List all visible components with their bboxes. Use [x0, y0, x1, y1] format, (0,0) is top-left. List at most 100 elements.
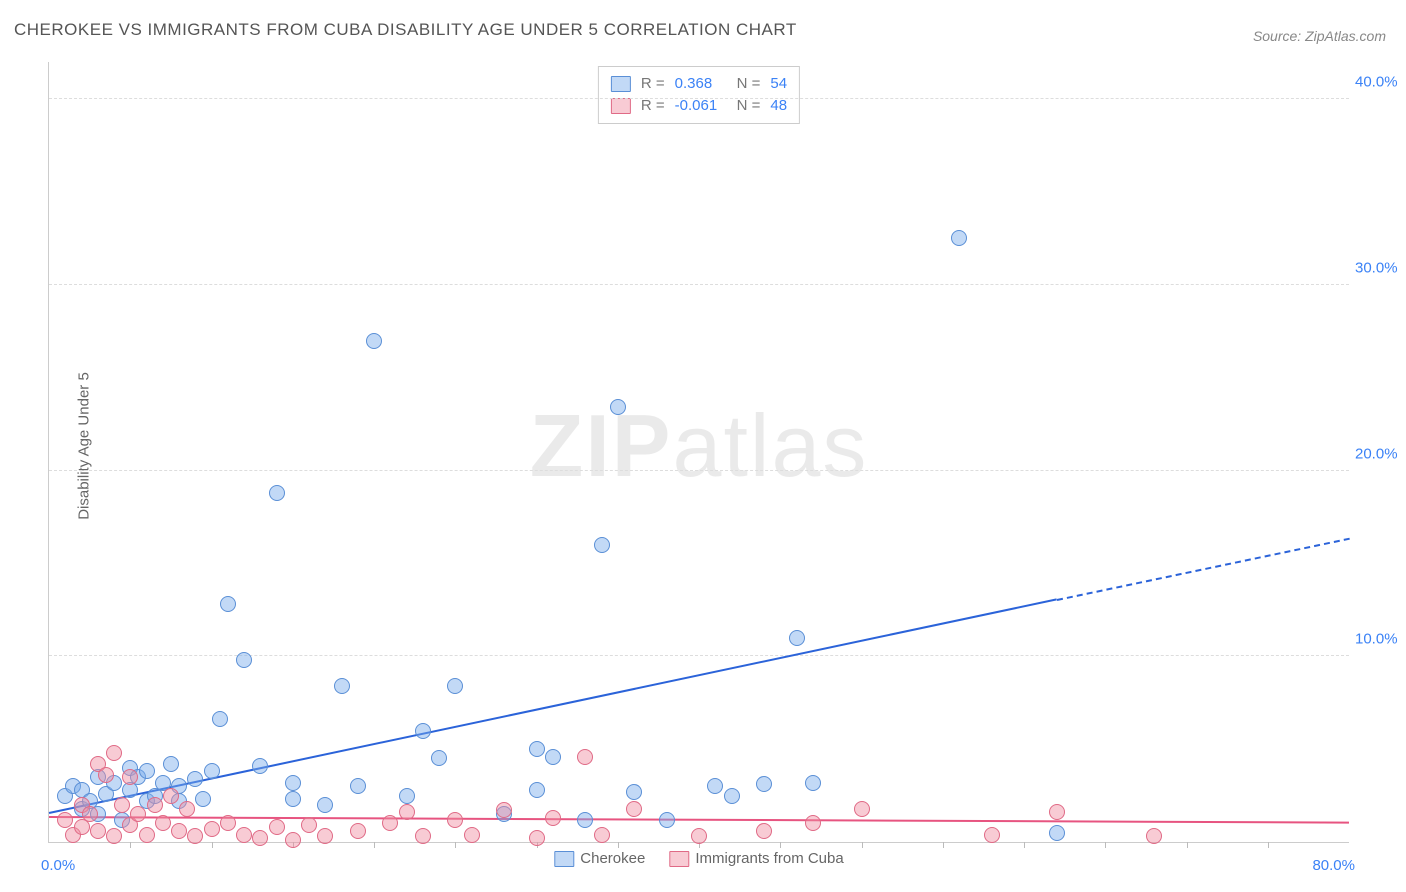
data-point: [220, 596, 236, 612]
x-axis-max-label: 80.0%: [1312, 857, 1355, 874]
data-point: [496, 802, 512, 818]
data-point: [139, 827, 155, 843]
legend-swatch: [611, 76, 631, 92]
data-point: [529, 741, 545, 757]
legend-n-label: N =: [737, 73, 761, 95]
watermark-rest: atlas: [673, 396, 869, 495]
data-point: [805, 815, 821, 831]
data-point: [114, 797, 130, 813]
data-point: [236, 652, 252, 668]
x-axis-min-label: 0.0%: [41, 857, 75, 874]
legend-swatch: [669, 851, 689, 867]
data-point: [610, 399, 626, 415]
data-point: [163, 756, 179, 772]
x-tick: [618, 842, 619, 848]
data-point: [626, 801, 642, 817]
data-point: [951, 230, 967, 246]
data-point: [130, 806, 146, 822]
data-point: [171, 823, 187, 839]
data-point: [366, 333, 382, 349]
x-tick: [780, 842, 781, 848]
y-tick-label: 10.0%: [1355, 631, 1399, 648]
data-point: [204, 763, 220, 779]
data-point: [431, 750, 447, 766]
x-tick: [374, 842, 375, 848]
data-point: [269, 485, 285, 501]
data-point: [285, 775, 301, 791]
series-legend: Cherokee Immigrants from Cuba: [554, 850, 843, 867]
data-point: [179, 801, 195, 817]
x-tick: [1105, 842, 1106, 848]
x-tick: [862, 842, 863, 848]
data-point: [415, 828, 431, 844]
data-point: [236, 827, 252, 843]
correlation-legend: R =0.368N =54R =-0.061N =48: [598, 66, 800, 124]
data-point: [659, 812, 675, 828]
data-point: [163, 788, 179, 804]
x-tick: [212, 842, 213, 848]
data-point: [285, 832, 301, 848]
data-point: [464, 827, 480, 843]
data-point: [220, 815, 236, 831]
scatter-plot: ZIPatlas R =0.368N =54R =-0.061N =48 Che…: [48, 62, 1349, 843]
legend-label: Immigrants from Cuba: [695, 850, 843, 867]
data-point: [1146, 828, 1162, 844]
data-point: [529, 782, 545, 798]
data-point: [577, 812, 593, 828]
data-point: [90, 823, 106, 839]
data-point: [317, 797, 333, 813]
data-point: [594, 537, 610, 553]
data-point: [57, 812, 73, 828]
data-point: [382, 815, 398, 831]
grid-line: [49, 470, 1349, 471]
y-tick-label: 30.0%: [1355, 259, 1399, 276]
data-point: [350, 778, 366, 794]
source-attribution: Source: ZipAtlas.com: [1253, 28, 1386, 44]
data-point: [1049, 804, 1065, 820]
x-tick: [943, 842, 944, 848]
data-point: [106, 828, 122, 844]
data-point: [212, 711, 228, 727]
x-tick: [130, 842, 131, 848]
legend-r-value: 0.368: [675, 73, 727, 95]
data-point: [195, 791, 211, 807]
data-point: [626, 784, 642, 800]
x-tick: [455, 842, 456, 848]
data-point: [155, 815, 171, 831]
data-point: [577, 749, 593, 765]
data-point: [854, 801, 870, 817]
data-point: [269, 819, 285, 835]
data-point: [756, 776, 772, 792]
data-point: [984, 827, 1000, 843]
data-point: [545, 810, 561, 826]
data-point: [187, 828, 203, 844]
data-point: [707, 778, 723, 794]
data-point: [285, 791, 301, 807]
data-point: [350, 823, 366, 839]
data-point: [447, 678, 463, 694]
data-point: [691, 828, 707, 844]
y-tick-label: 20.0%: [1355, 445, 1399, 462]
data-point: [252, 758, 268, 774]
data-point: [301, 817, 317, 833]
legend-label: Cherokee: [580, 850, 645, 867]
legend-swatch: [554, 851, 574, 867]
data-point: [529, 830, 545, 846]
data-point: [187, 771, 203, 787]
data-point: [399, 788, 415, 804]
grid-line: [49, 284, 1349, 285]
data-point: [252, 830, 268, 846]
data-point: [756, 823, 772, 839]
watermark: ZIPatlas: [530, 395, 869, 497]
legend-n-value: 54: [770, 73, 787, 95]
data-point: [789, 630, 805, 646]
data-point: [594, 827, 610, 843]
data-point: [415, 723, 431, 739]
trend-line-extrapolated: [1056, 537, 1349, 600]
data-point: [147, 797, 163, 813]
legend-r-label: R =: [641, 73, 665, 95]
x-tick: [1187, 842, 1188, 848]
data-point: [334, 678, 350, 694]
data-point: [98, 767, 114, 783]
data-point: [82, 806, 98, 822]
